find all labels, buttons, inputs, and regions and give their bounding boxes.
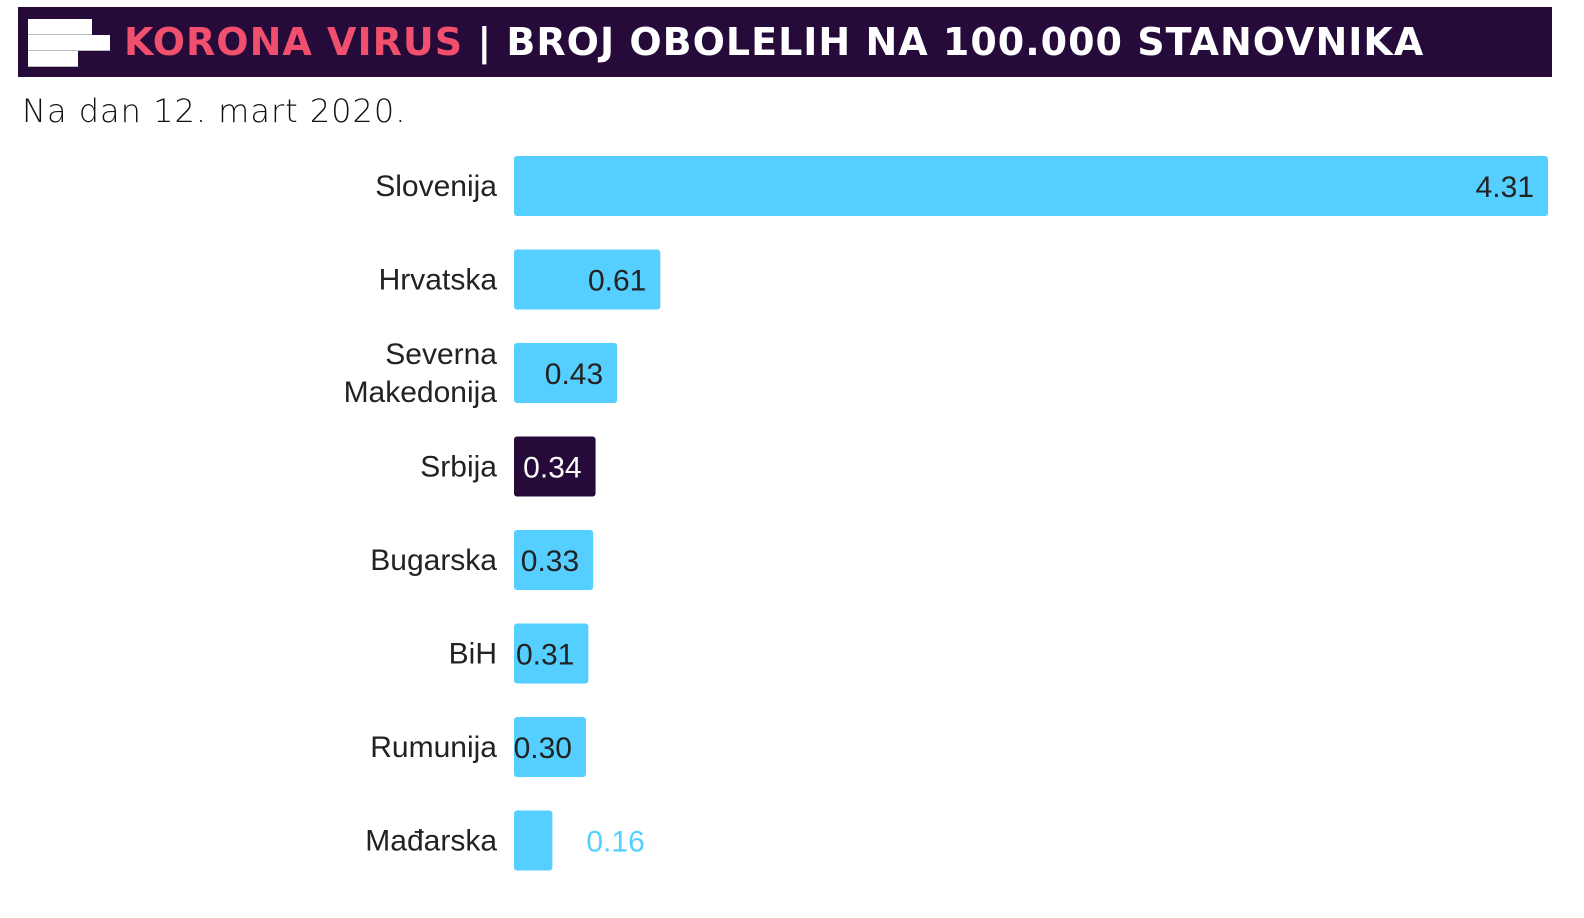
bar-7 [514, 810, 553, 871]
category-label-4: Bugarska [370, 544, 497, 577]
category-label-2-line1: Severna [385, 338, 497, 371]
stacked-bars-logo-icon [28, 19, 110, 67]
category-label-5: BiH [449, 638, 497, 671]
category-label-0: Slovenija [375, 170, 497, 203]
bar-6 [514, 717, 586, 777]
value-label-6: 0.30 [514, 732, 572, 765]
value-label-3: 0.34 [523, 452, 581, 485]
title-text: | BROJ OBOLELIH NA 100.000 STANOVNIKA [463, 20, 1425, 64]
value-label-5: 0.31 [516, 639, 574, 672]
category-label-7: Mađarska [365, 825, 497, 858]
value-label-2: 0.43 [545, 358, 603, 391]
category-label-2-line2: Makedonija [344, 376, 498, 409]
header-banner: KORONA VIRUS | BROJ OBOLELIH NA 100.000 … [18, 7, 1552, 77]
bar-1 [514, 249, 661, 310]
bar-5 [514, 623, 589, 684]
title-highlight: KORONA VIRUS [124, 20, 464, 64]
subtitle: Na dan 12. mart 2020. [22, 92, 407, 130]
bar-3 [514, 436, 596, 497]
value-label-0: 4.31 [1476, 171, 1534, 204]
category-label-3: Srbija [420, 451, 497, 484]
bar-0 [514, 156, 1548, 216]
value-label-1: 0.61 [588, 265, 646, 298]
bar-4 [514, 530, 594, 590]
page-title: KORONA VIRUS | BROJ OBOLELIH NA 100.000 … [124, 17, 1424, 67]
value-label-4: 0.33 [521, 545, 579, 578]
category-label-6: Rumunija [370, 731, 497, 764]
bar-2 [514, 343, 618, 403]
value-label-7: 0.16 [586, 826, 644, 859]
category-label-1: Hrvatska [379, 264, 498, 297]
